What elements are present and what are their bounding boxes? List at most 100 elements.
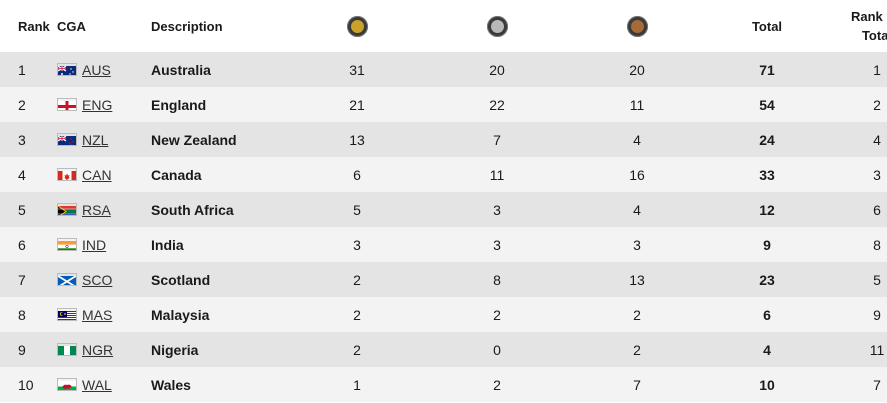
rank-by-total-cell: 8 [873,236,881,253]
table-row: 10 WAL Wales 1 2 7 10 7 [0,367,887,402]
silver-cell: 0 [493,341,501,358]
description-cell: Nigeria [151,341,199,358]
rank-cell: 1 [18,61,26,78]
cga-cell: AUS [57,62,151,78]
cga-link[interactable]: ENG [82,96,113,113]
cga-cell: WAL [57,377,151,393]
silver-cell: 22 [489,96,505,113]
header-cga[interactable]: CGA [57,18,86,34]
table-row: 3 NZL New Zealand 13 7 4 24 4 [0,122,887,157]
gold-cell: 13 [349,131,365,148]
gold-cell: 5 [353,201,361,218]
cga-cell: NGR [57,342,151,358]
cga-cell: MAS [57,307,151,323]
cga-link[interactable]: NGR [82,341,114,358]
rank-cell: 3 [18,131,26,148]
bronze-cell: 2 [633,306,641,323]
flag-india-icon [57,238,77,251]
description-cell: South Africa [151,201,234,218]
bronze-cell: 4 [633,131,641,148]
bronze-medal-icon [626,15,648,37]
table-row: 9 NGR Nigeria 2 0 2 4 11 [0,332,887,367]
silver-medal-icon [486,15,508,37]
cga-cell: SCO [57,272,151,288]
header-total[interactable]: Total [751,18,783,34]
cga-link[interactable]: IND [82,236,107,253]
flag-south-africa-icon [57,203,77,216]
cga-link[interactable]: WAL [82,376,112,393]
bronze-cell: 3 [633,236,641,253]
total-cell: 12 [759,201,775,218]
cga-cell: NZL [57,132,151,148]
flag-wales-icon [57,378,77,391]
gold-cell: 2 [353,306,361,323]
gold-cell: 3 [353,236,361,253]
rank-by-total-cell: 9 [873,306,881,323]
description-cell: Scotland [151,271,211,288]
header-rank-by-total[interactable]: Rank By Total [827,7,887,45]
header-rank[interactable]: Rank [18,18,50,34]
table-row: 7 SCO Scotland 2 8 13 23 5 [0,262,887,297]
flag-scotland-icon [57,273,77,286]
table-row: 6 IND India 3 3 3 9 8 [0,227,887,262]
silver-cell: 2 [493,376,501,393]
description-cell: New Zealand [151,131,237,148]
header-bronze[interactable] [567,15,707,37]
header-rank-by-total-line1: Rank By [850,9,887,24]
gold-cell: 6 [353,166,361,183]
rank-cell: 7 [18,271,26,288]
total-cell: 23 [759,271,775,288]
gold-cell: 31 [349,61,365,78]
rank-by-total-cell: 4 [873,131,881,148]
rank-cell: 5 [18,201,26,218]
rank-by-total-cell: 11 [869,341,885,358]
cga-cell: RSA [57,202,151,218]
table-row: 1 AUS Australia 31 20 20 71 1 [0,52,887,87]
description-cell: India [151,236,184,253]
bronze-cell: 13 [629,271,645,288]
gold-cell: 2 [353,341,361,358]
silver-cell: 20 [489,61,505,78]
description-cell: Malaysia [151,306,210,323]
gold-cell: 1 [353,376,361,393]
cga-cell: CAN [57,167,151,183]
flag-australia-icon [57,63,77,76]
total-cell: 6 [763,306,771,323]
table-body: 1 AUS Australia 31 20 20 71 1 2 ENG England 21 22 11 5… [0,52,887,402]
bronze-cell: 4 [633,201,641,218]
cga-link[interactable]: SCO [82,271,113,288]
header-description[interactable]: Description [151,18,223,34]
total-cell: 9 [763,236,771,253]
flag-malaysia-icon [57,308,77,321]
header-silver[interactable] [427,15,567,37]
cga-cell: ENG [57,97,151,113]
description-cell: Australia [151,61,211,78]
rank-cell: 9 [18,341,26,358]
header-rank-by-total-line2: Total [861,28,887,43]
bronze-cell: 2 [633,341,641,358]
header-gold[interactable] [287,15,427,37]
rank-by-total-cell: 5 [873,271,881,288]
rank-cell: 8 [18,306,26,323]
cga-link[interactable]: NZL [82,131,109,148]
description-cell: Wales [151,376,191,393]
flag-england-icon [57,98,77,111]
cga-link[interactable]: MAS [82,306,113,323]
cga-link[interactable]: CAN [82,166,112,183]
gold-medal-icon [346,15,368,37]
rank-cell: 6 [18,236,26,253]
silver-cell: 3 [493,201,501,218]
gold-cell: 2 [353,271,361,288]
description-cell: Canada [151,166,202,183]
total-cell: 4 [763,341,771,358]
silver-cell: 7 [493,131,501,148]
bronze-cell: 16 [629,166,645,183]
total-cell: 71 [759,61,775,78]
cga-link[interactable]: RSA [82,201,111,218]
cga-cell: IND [57,237,151,253]
bronze-cell: 20 [629,61,645,78]
rank-by-total-cell: 7 [873,376,881,393]
description-cell: England [151,96,207,113]
cga-link[interactable]: AUS [82,61,111,78]
flag-nigeria-icon [57,343,77,356]
